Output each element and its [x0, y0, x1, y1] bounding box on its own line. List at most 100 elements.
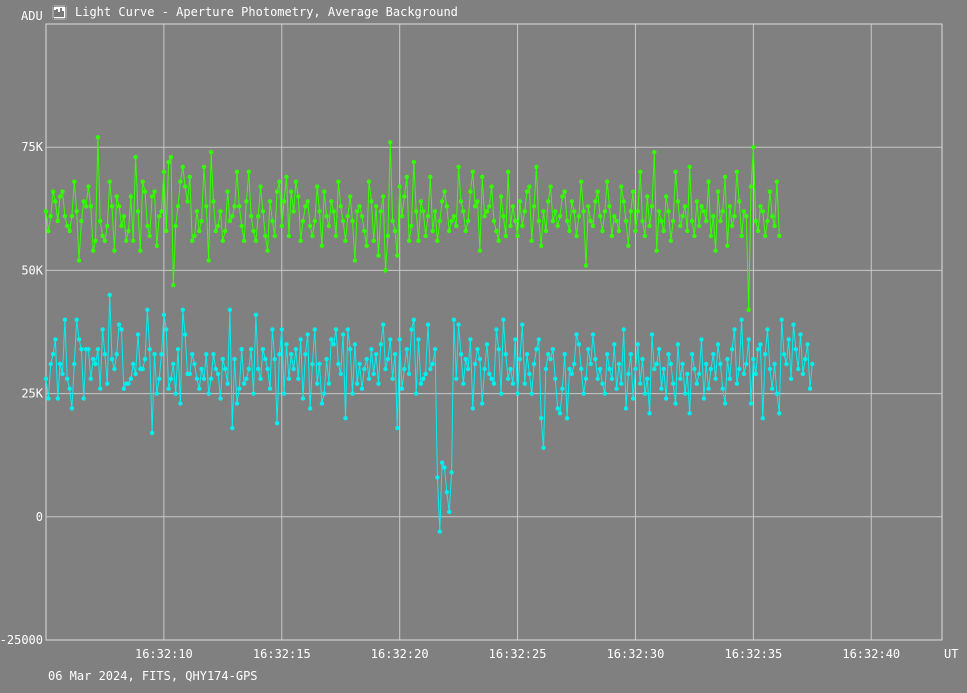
data-point	[333, 327, 339, 332]
data-point	[333, 233, 339, 239]
data-point	[546, 352, 551, 357]
data-point	[154, 391, 159, 396]
data-point	[725, 243, 730, 248]
data-point	[513, 218, 518, 224]
data-point	[472, 361, 478, 367]
data-point	[50, 352, 56, 357]
data-point	[482, 214, 487, 219]
data-point	[425, 322, 431, 327]
data-point	[303, 352, 308, 357]
data-point	[300, 218, 306, 224]
data-point	[616, 361, 622, 367]
data-point	[642, 233, 648, 239]
data-point	[81, 396, 86, 401]
data-point	[675, 342, 681, 347]
data-point	[234, 169, 240, 174]
data-point	[772, 361, 777, 367]
data-point	[260, 209, 266, 214]
data-point	[126, 381, 131, 386]
data-point	[605, 179, 610, 184]
data-point	[406, 371, 412, 377]
data-point	[798, 332, 803, 337]
data-point	[595, 376, 600, 381]
data-point	[435, 475, 440, 480]
data-point	[616, 228, 622, 234]
data-point	[666, 352, 671, 357]
data-point	[555, 223, 560, 229]
data-point	[494, 228, 499, 234]
data-point	[93, 238, 98, 243]
light-curve-app-icon[interactable]	[52, 4, 67, 20]
data-point	[590, 332, 596, 337]
data-point	[536, 337, 541, 342]
data-point	[215, 371, 221, 377]
data-point	[145, 307, 150, 312]
data-point	[550, 218, 556, 224]
data-point	[663, 396, 669, 401]
data-point	[619, 381, 624, 386]
data-point	[708, 233, 714, 239]
data-point	[564, 416, 570, 421]
data-point	[397, 337, 402, 342]
data-point	[263, 233, 268, 239]
data-point	[696, 223, 702, 229]
data-point	[258, 376, 263, 381]
data-point	[543, 228, 549, 234]
data-point	[265, 366, 270, 372]
data-point	[369, 199, 374, 204]
data-point	[147, 233, 152, 239]
data-point	[206, 391, 211, 396]
data-point	[687, 164, 692, 170]
data-point	[640, 356, 645, 362]
data-point	[340, 218, 346, 224]
data-point	[593, 199, 598, 204]
data-point	[529, 391, 534, 396]
data-point	[248, 347, 254, 352]
data-point	[232, 356, 237, 362]
data-point	[201, 164, 207, 170]
data-point	[293, 179, 299, 184]
data-point	[513, 337, 518, 342]
data-point	[685, 371, 690, 377]
data-point	[612, 342, 617, 347]
data-point	[232, 204, 237, 209]
data-point	[805, 342, 810, 347]
data-point	[699, 337, 704, 342]
data-point	[788, 376, 794, 381]
data-point	[378, 342, 383, 347]
data-point	[760, 209, 765, 214]
y-tick-label: 25K	[21, 387, 43, 401]
data-point	[404, 347, 409, 352]
data-point	[187, 174, 192, 179]
data-point	[503, 352, 508, 357]
data-point	[774, 391, 780, 396]
x-tick-label: 16:32:20	[371, 647, 429, 661]
data-point	[449, 470, 454, 475]
data-point	[305, 199, 310, 204]
data-point	[399, 214, 405, 219]
data-point	[777, 233, 782, 239]
data-point	[548, 184, 553, 189]
data-point	[46, 396, 51, 401]
data-point	[692, 366, 697, 372]
series-line	[45, 294, 813, 532]
data-point	[57, 194, 63, 199]
data-point	[194, 209, 200, 214]
data-point	[522, 209, 527, 214]
data-point	[246, 366, 251, 372]
data-point	[682, 204, 688, 209]
data-point	[352, 342, 358, 347]
data-point	[399, 386, 405, 391]
data-point	[298, 238, 303, 243]
data-point	[366, 376, 372, 381]
data-point	[267, 386, 273, 391]
data-point	[576, 342, 582, 347]
data-point	[102, 352, 108, 357]
data-point	[43, 209, 49, 214]
data-point	[355, 381, 360, 386]
data-point	[65, 376, 70, 381]
data-point	[524, 189, 530, 194]
data-point	[326, 223, 332, 229]
data-point	[553, 376, 558, 381]
data-point	[550, 347, 556, 352]
